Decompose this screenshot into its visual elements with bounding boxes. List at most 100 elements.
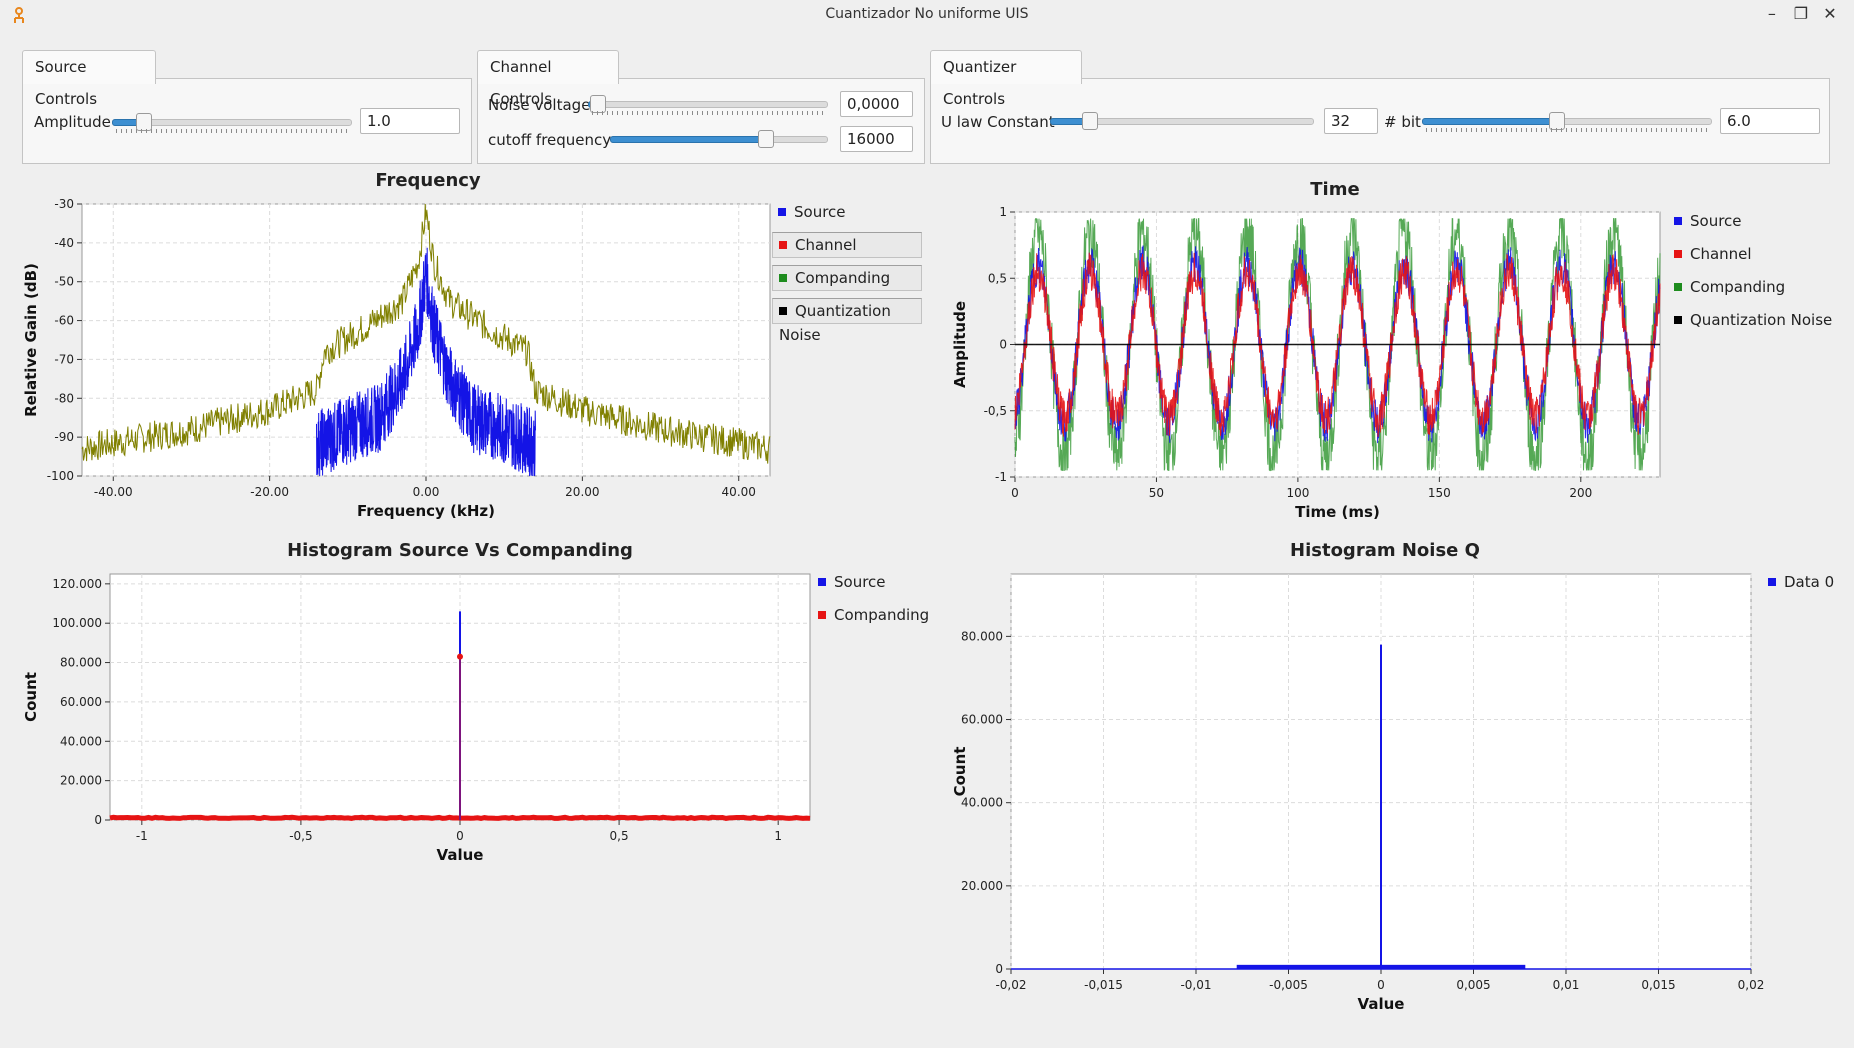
y-tick-label: -50: [54, 275, 74, 289]
x-tick-label: 200: [1569, 486, 1592, 500]
series-channel: [1014, 252, 1661, 438]
bit-input[interactable]: 6.0: [1720, 108, 1820, 134]
x-tick-label: -20.00: [250, 485, 289, 499]
tab-source-controls[interactable]: Source Controls: [22, 50, 156, 108]
noise-voltage-input[interactable]: 0,0000: [840, 91, 913, 117]
y-tick-label: -0,5: [984, 404, 1007, 418]
cutoff-frequency-slider[interactable]: [610, 129, 828, 149]
y-tick-label: 80.000: [961, 629, 1003, 643]
frequency-chart-title: Frequency: [375, 170, 481, 191]
y-tick-label: 120.000: [52, 577, 102, 591]
title-bar: Cuantizador No uniforme UIS – ❐ ✕: [0, 0, 1854, 30]
x-tick-label: -0,5: [289, 829, 312, 843]
legend-companding[interactable]: Companding: [772, 265, 922, 291]
amplitude-input[interactable]: 1.0: [360, 108, 460, 134]
y-tick-label: 1: [999, 205, 1007, 219]
y-tick-label: 40.000: [60, 734, 102, 748]
amplitude-label: Amplitude: [34, 113, 111, 131]
hist-legend-source[interactable]: Source: [812, 570, 932, 596]
x-tick-label: -0,02: [995, 978, 1026, 992]
histogram-noise-title: Histogram Noise Q: [1290, 540, 1480, 561]
x-tick-label: -0,01: [1180, 978, 1211, 992]
x-tick-label: 0,015: [1641, 978, 1675, 992]
noise-voltage-slider[interactable]: [588, 94, 828, 115]
series-source: [316, 247, 536, 477]
x-tick-label: 150: [1428, 486, 1451, 500]
y-tick-label: 0,5: [988, 271, 1007, 285]
x-tick-label: 0,01: [1553, 978, 1580, 992]
y-tick-label: 80.000: [60, 656, 102, 670]
x-tick-label: -40.00: [94, 485, 133, 499]
time-legend-channel[interactable]: Channel: [1668, 242, 1848, 268]
y-tick-label: 0: [995, 962, 1003, 976]
y-tick-label: 20.000: [60, 774, 102, 788]
x-tick-label: 40.00: [722, 485, 756, 499]
x-axis-label: Frequency (kHz): [357, 502, 495, 520]
y-tick-label: -70: [54, 352, 74, 366]
legend-channel[interactable]: Channel: [772, 232, 922, 258]
y-tick-label: -30: [54, 197, 74, 211]
x-tick-label: 1: [774, 829, 782, 843]
legend-quantization-noise[interactable]: Quantization Noise: [772, 298, 922, 344]
time-legend-source[interactable]: Source: [1668, 209, 1848, 235]
bit-label: # bit: [1384, 113, 1421, 131]
x-tick-label: -0,005: [1269, 978, 1308, 992]
x-tick-label: 0,02: [1738, 978, 1765, 992]
x-axis-label: Time (ms): [1295, 503, 1380, 521]
noise-voltage-label: Noise voltage: [488, 96, 591, 114]
y-tick-label: 20.000: [961, 879, 1003, 893]
histogram-source-chart: -1 -0,5 0 0,5 1 120.000 100.000 80.000 60.000 40.…: [22, 573, 811, 864]
x-tick-label: 0: [456, 829, 464, 843]
noise-legend-data0[interactable]: Data 0: [1762, 570, 1852, 596]
y-tick-label: -90: [54, 430, 74, 444]
legend-quantization-noise-label: Quantization Noise: [779, 302, 891, 344]
y-tick-label: -40: [54, 236, 74, 250]
window-title: Cuantizador No uniforme UIS: [825, 6, 1029, 22]
noise-legend-data0-label: Data 0: [1784, 573, 1835, 591]
hist-legend-companding-label: Companding: [834, 606, 930, 624]
x-tick-label: 50: [1149, 486, 1164, 500]
y-tick-label: -100: [47, 469, 74, 483]
frequency-chart: -40.00 -20.00 0.00 20.00 40.00 -30 -40 -50 -60 -7…: [22, 197, 771, 520]
x-axis-label: Value: [437, 846, 484, 864]
hist-legend-companding[interactable]: Companding: [812, 603, 932, 629]
legend-channel-label: Channel: [795, 236, 857, 254]
ulaw-constant-label: U law Constant: [941, 113, 1055, 131]
x-axis-label: Value: [1358, 995, 1405, 1013]
cutoff-frequency-input[interactable]: 16000: [840, 126, 913, 152]
x-tick-label: -0,015: [1084, 978, 1123, 992]
time-legend-quantization-noise[interactable]: Quantization Noise: [1668, 308, 1848, 334]
legend-source[interactable]: Source: [772, 200, 922, 226]
amplitude-slider[interactable]: [112, 112, 352, 133]
y-tick-label: -1: [995, 470, 1007, 484]
tab-channel-controls[interactable]: Channel Controls: [477, 50, 619, 108]
x-tick-label: 0.00: [413, 485, 440, 499]
x-tick-label: 0,005: [1456, 978, 1490, 992]
y-tick-label: -80: [54, 391, 74, 405]
y-axis-label: Count: [22, 672, 40, 722]
ulaw-constant-slider[interactable]: [1050, 111, 1314, 131]
minimize-button[interactable]: –: [1767, 4, 1776, 23]
close-button[interactable]: ✕: [1823, 4, 1837, 23]
hist-legend-source-label: Source: [834, 573, 886, 591]
time-legend-source-label: Source: [1690, 212, 1742, 230]
y-axis-label: Amplitude: [951, 301, 969, 388]
time-legend-quantization-noise-label: Quantization Noise: [1690, 311, 1833, 329]
x-tick-label: 100: [1286, 486, 1309, 500]
legend-source-label: Source: [794, 203, 846, 221]
app-logo-icon: [14, 7, 24, 23]
x-tick-label: 0: [1377, 978, 1385, 992]
time-legend-channel-label: Channel: [1690, 245, 1752, 263]
y-tick-label: 60.000: [60, 695, 102, 709]
histogram-source-title: Histogram Source Vs Companding: [287, 540, 633, 561]
time-chart: 0 50 100 150 200 1 0,5 0 -0,5 -1 Time (ms) Amplitud…: [951, 205, 1661, 521]
ulaw-constant-input[interactable]: 32: [1324, 108, 1378, 134]
series-companding: [81, 203, 771, 464]
restore-button[interactable]: ❐: [1793, 4, 1809, 23]
tab-quantizer-controls[interactable]: Quantizer Controls: [930, 50, 1082, 108]
y-tick-label: 40.000: [961, 796, 1003, 810]
companding-peak-marker: [457, 653, 463, 660]
bit-slider[interactable]: [1422, 111, 1712, 132]
time-chart-title: Time: [1310, 179, 1360, 200]
time-legend-companding[interactable]: Companding: [1668, 275, 1848, 301]
